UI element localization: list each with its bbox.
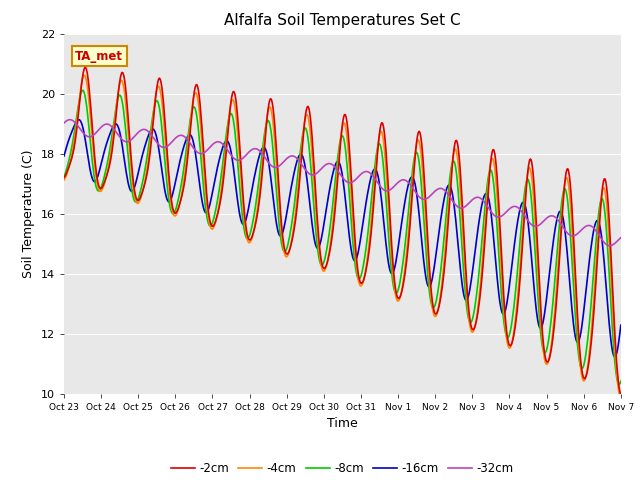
-16cm — [530, 280, 538, 286]
-32cm — [566, 232, 573, 238]
-32cm — [209, 141, 217, 147]
Line: -2cm: -2cm — [64, 67, 621, 395]
-8cm — [76, 95, 84, 101]
-4cm — [80, 72, 88, 78]
-4cm — [76, 93, 84, 99]
-4cm — [60, 177, 68, 183]
-32cm — [152, 138, 159, 144]
-8cm — [79, 87, 87, 93]
X-axis label: Time: Time — [327, 417, 358, 430]
-2cm — [617, 392, 625, 397]
-2cm — [243, 228, 250, 234]
-32cm — [66, 117, 74, 122]
-32cm — [530, 223, 538, 229]
-8cm — [243, 235, 250, 241]
-2cm — [152, 98, 159, 104]
-4cm — [243, 233, 250, 239]
Legend: -2cm, -4cm, -8cm, -16cm, -32cm: -2cm, -4cm, -8cm, -16cm, -32cm — [166, 457, 518, 480]
-16cm — [209, 185, 217, 191]
-2cm — [530, 177, 538, 183]
Line: -32cm: -32cm — [64, 120, 621, 246]
Title: Alfalfa Soil Temperatures Set C: Alfalfa Soil Temperatures Set C — [224, 13, 461, 28]
-4cm — [566, 189, 573, 195]
-16cm — [77, 118, 84, 124]
-4cm — [530, 196, 538, 202]
-4cm — [152, 96, 159, 101]
Line: -16cm: -16cm — [64, 120, 621, 357]
-16cm — [617, 322, 625, 328]
-4cm — [617, 395, 625, 400]
-16cm — [152, 130, 159, 135]
-8cm — [209, 217, 217, 223]
-8cm — [566, 217, 573, 223]
-16cm — [60, 153, 68, 159]
-32cm — [60, 120, 68, 126]
-4cm — [209, 225, 217, 231]
Line: -8cm: -8cm — [64, 90, 621, 384]
-16cm — [243, 215, 250, 220]
-16cm — [611, 354, 619, 360]
-16cm — [566, 276, 573, 281]
-8cm — [60, 174, 68, 180]
-2cm — [209, 223, 217, 229]
-8cm — [152, 100, 159, 106]
-32cm — [77, 127, 84, 132]
-32cm — [606, 243, 614, 249]
-2cm — [60, 175, 68, 180]
-2cm — [76, 98, 84, 104]
Y-axis label: Soil Temperature (C): Soil Temperature (C) — [22, 149, 35, 278]
Text: TA_met: TA_met — [75, 50, 123, 63]
Line: -4cm: -4cm — [64, 75, 621, 397]
-2cm — [566, 173, 573, 179]
-2cm — [82, 64, 90, 70]
-8cm — [617, 378, 625, 384]
-32cm — [617, 235, 625, 240]
-16cm — [75, 117, 83, 122]
-32cm — [243, 152, 250, 157]
-8cm — [530, 227, 538, 233]
-8cm — [615, 382, 623, 387]
